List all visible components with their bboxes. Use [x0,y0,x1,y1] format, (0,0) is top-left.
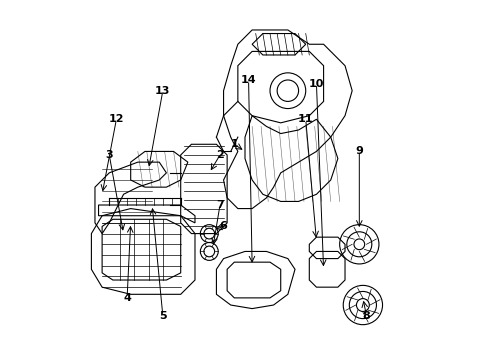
Text: 4: 4 [123,293,131,303]
Text: 3: 3 [105,150,113,160]
Text: 11: 11 [298,114,314,124]
Text: 12: 12 [109,114,124,124]
Text: 7: 7 [216,200,224,210]
Text: 5: 5 [159,311,167,321]
Text: 14: 14 [241,75,256,85]
Text: 9: 9 [355,147,363,157]
Text: 6: 6 [220,221,227,231]
Text: 2: 2 [216,150,224,160]
Text: 1: 1 [230,139,238,149]
Text: 10: 10 [309,78,324,89]
Text: 8: 8 [363,311,370,321]
Text: 13: 13 [155,86,171,96]
